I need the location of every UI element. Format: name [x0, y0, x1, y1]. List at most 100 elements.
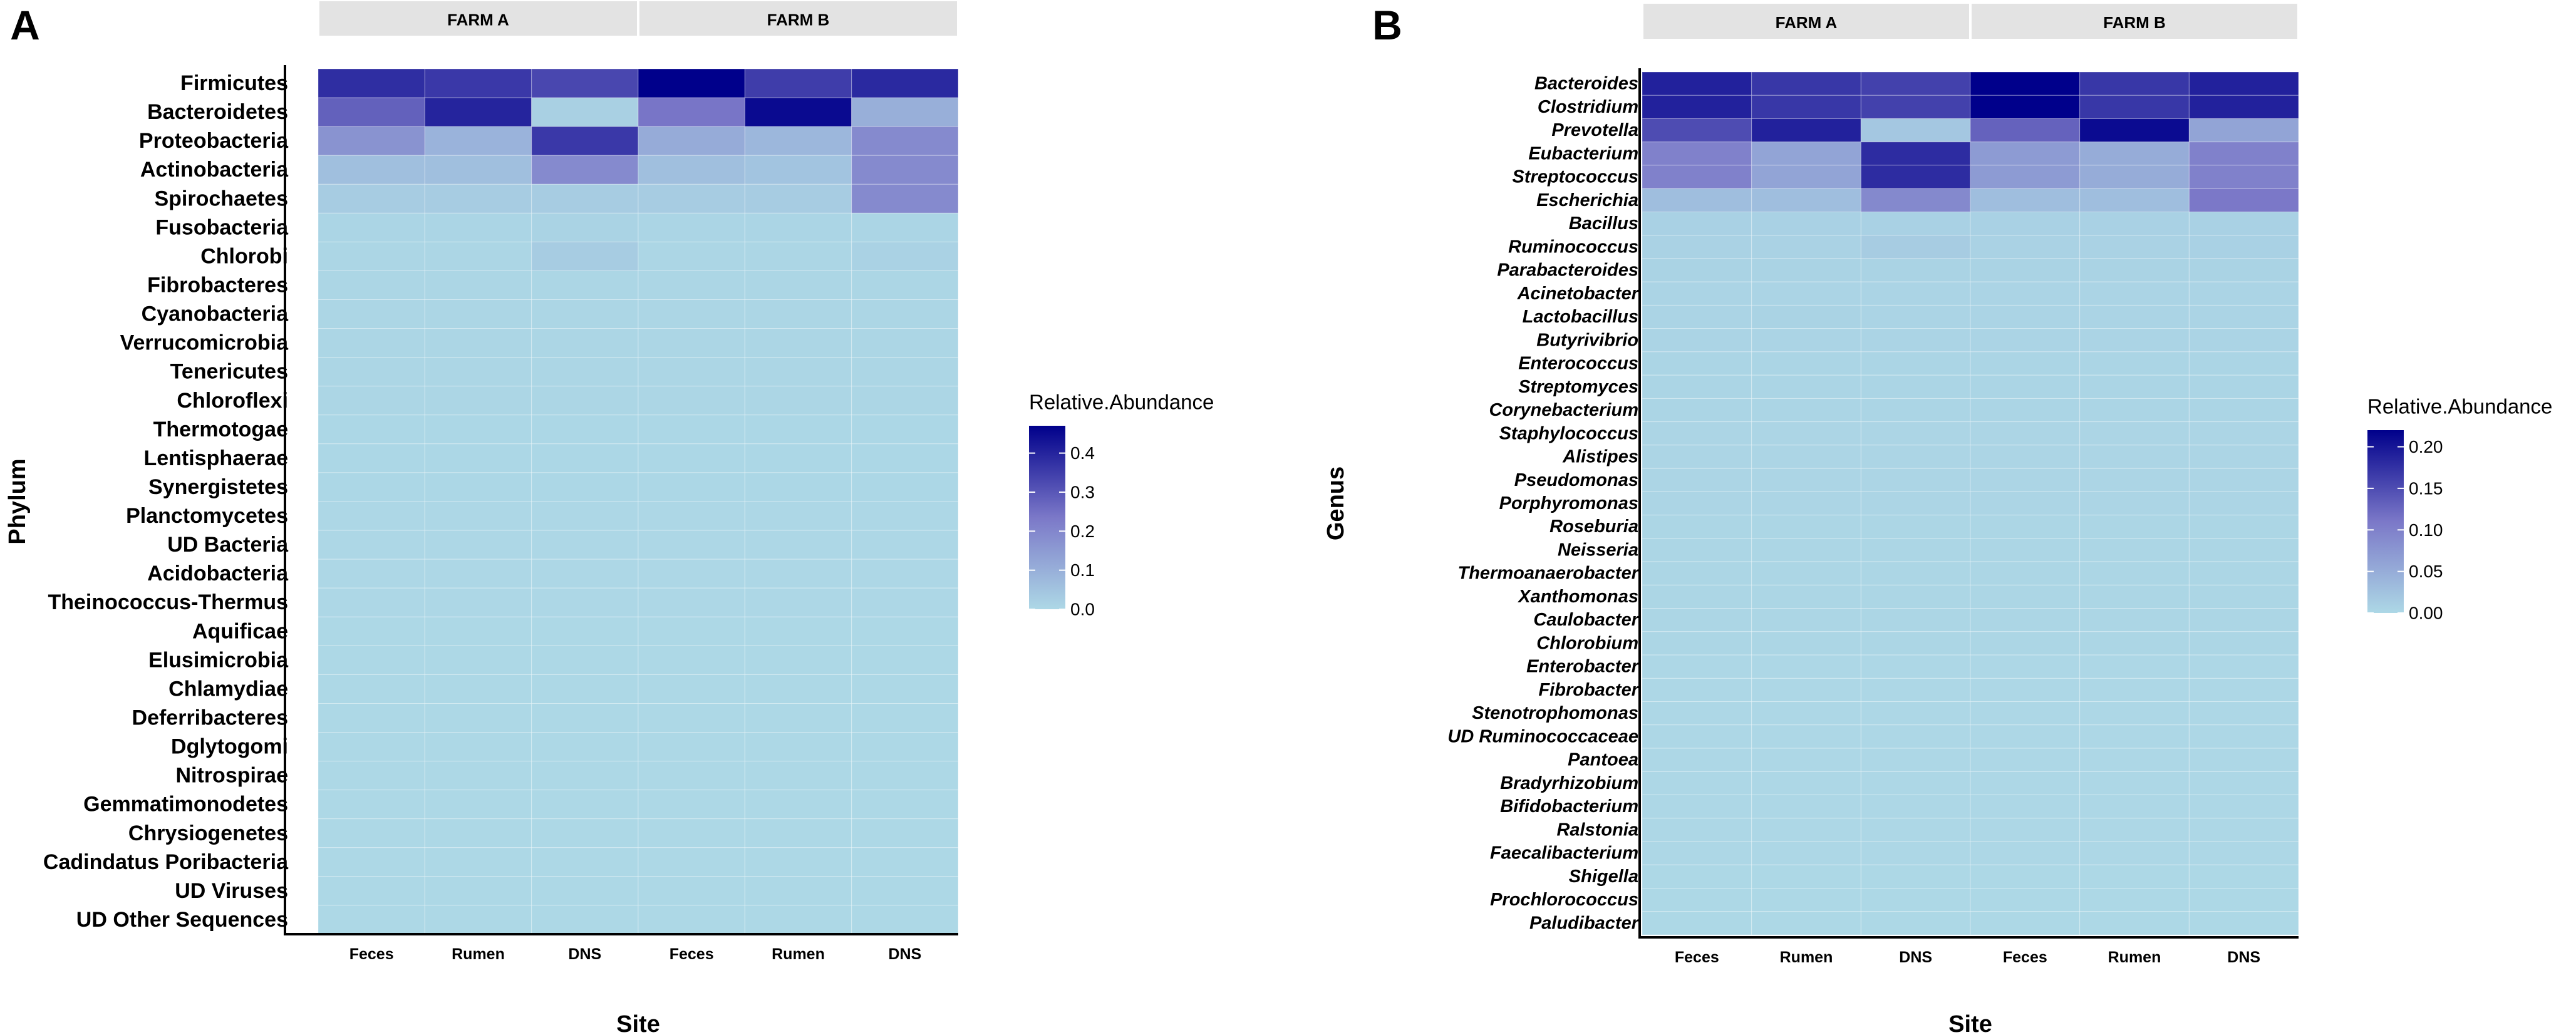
heatmap-cell — [2188, 888, 2299, 912]
heatmap-cell — [2188, 188, 2299, 212]
heatmap-cell — [1751, 818, 1861, 842]
heatmap-cell — [1860, 328, 1971, 353]
heatmap-cell — [1751, 281, 1861, 306]
heatmap-cell — [1860, 631, 1971, 656]
heatmap-cell — [2188, 748, 2299, 772]
heatmap-cell — [638, 761, 745, 791]
heatmap-cell — [1642, 235, 1752, 259]
heatmap-cell — [638, 443, 745, 473]
heatmap-cell — [744, 616, 852, 646]
heatmap-cell — [1970, 608, 2081, 632]
panel-b: B FARM A FARM B Bacteroides Clostridium Prevo… — [1323, 2, 2552, 1035]
y-tick-label: Chlamydiae — [168, 677, 288, 701]
heatmap-cell — [1642, 118, 1752, 143]
heatmap-cell — [531, 183, 639, 214]
heatmap-cell — [2188, 304, 2299, 329]
heatmap-cell — [318, 530, 425, 560]
heatmap-cell — [424, 155, 532, 185]
heatmap-cell — [744, 876, 852, 906]
heatmap-cell — [318, 68, 425, 98]
heatmap-cells — [1642, 71, 2299, 935]
legend-tick-label: 0.05 — [2409, 562, 2443, 581]
heatmap-cell — [1642, 795, 1752, 819]
heatmap-cell — [2188, 864, 2299, 889]
heatmap-cell — [318, 703, 425, 733]
heatmap-cell — [2079, 118, 2190, 143]
heatmap-cell — [851, 183, 959, 214]
y-tick-label: Nitrospirae — [176, 764, 289, 788]
heatmap-cell — [1860, 491, 1971, 516]
heatmap-cell — [638, 587, 745, 617]
heatmap-cell — [2079, 258, 2190, 282]
heatmap-cell — [744, 501, 852, 531]
heatmap-cell — [2188, 281, 2299, 306]
heatmap-cell — [1970, 188, 2081, 212]
heatmap-cell — [2079, 654, 2190, 679]
heatmap-cell — [851, 876, 959, 906]
heatmap-cell — [531, 790, 639, 820]
heatmap-cell — [2188, 538, 2299, 562]
heatmap-cell — [1642, 304, 1752, 329]
y-tick-label: Synergistetes — [148, 475, 288, 499]
heatmap-cell — [2079, 398, 2190, 423]
heatmap-cell — [1642, 468, 1752, 492]
heatmap-cell — [531, 818, 639, 848]
heatmap-cell — [2188, 328, 2299, 353]
heatmap-cell — [1970, 748, 2081, 772]
heatmap-cell — [1860, 95, 1971, 119]
heatmap-cell — [1970, 421, 2081, 446]
heatmap-cell — [744, 386, 852, 416]
heatmap-cell — [1751, 491, 1861, 516]
heatmap-cell — [2079, 515, 2190, 539]
heatmap-cell — [424, 126, 532, 156]
y-tick-label: UD Bacteria — [167, 533, 289, 557]
heatmap-cell — [2079, 795, 2190, 819]
heatmap-cell — [318, 847, 425, 877]
heatmap-cell — [744, 97, 852, 127]
heatmap-cell — [318, 790, 425, 820]
heatmap-cell — [851, 645, 959, 675]
heatmap-cell — [1642, 71, 1752, 96]
y-tick-label: Fibrobacteres — [147, 274, 288, 297]
legend-tick-label: 0.1 — [1070, 560, 1095, 580]
heatmap-cell — [531, 616, 639, 646]
heatmap-cell — [424, 472, 532, 502]
heatmap-cell — [851, 155, 959, 185]
heatmap-cell — [2079, 235, 2190, 259]
y-tick-label: Firmicutes — [180, 71, 288, 95]
heatmap-cell — [744, 328, 852, 358]
heatmap-cell — [2188, 258, 2299, 282]
heatmap-cell — [2079, 724, 2190, 749]
heatmap-cell — [2079, 818, 2190, 842]
heatmap-cell — [1642, 841, 1752, 865]
heatmap-cell — [531, 876, 639, 906]
heatmap-cell — [1860, 538, 1971, 562]
heatmap-cell — [424, 876, 532, 906]
heatmap-cell — [1751, 841, 1861, 865]
heatmap-cell — [1860, 351, 1971, 376]
heatmap-cell — [638, 183, 745, 214]
heatmap-cell — [2079, 468, 2190, 492]
heatmap-cell — [851, 790, 959, 820]
y-tick-label: Xanthomonas — [1517, 587, 1638, 607]
heatmap-cell — [2079, 771, 2190, 796]
heatmap-cell — [531, 559, 639, 589]
panel-label: B — [1372, 2, 1402, 48]
heatmap-cell — [1751, 445, 1861, 469]
heatmap-cell — [1860, 188, 1971, 212]
heatmap-cell — [318, 386, 425, 416]
heatmap-cell — [1860, 281, 1971, 306]
heatmap-cell — [2188, 584, 2299, 609]
legend-tick-label: 0.3 — [1070, 482, 1095, 502]
heatmap-cell — [1970, 538, 2081, 562]
heatmap-cell — [1751, 304, 1861, 329]
heatmap-cell — [1970, 304, 2081, 329]
x-tick-label: Rumen — [1780, 949, 1833, 966]
heatmap-cell — [424, 97, 532, 127]
x-tick-label: Feces — [349, 945, 394, 963]
y-tick-label: Actinobacteria — [140, 158, 289, 182]
heatmap-cell — [531, 155, 639, 185]
heatmap-cell — [638, 674, 745, 704]
heatmap-cell — [2188, 491, 2299, 516]
heatmap-cell — [2079, 584, 2190, 609]
